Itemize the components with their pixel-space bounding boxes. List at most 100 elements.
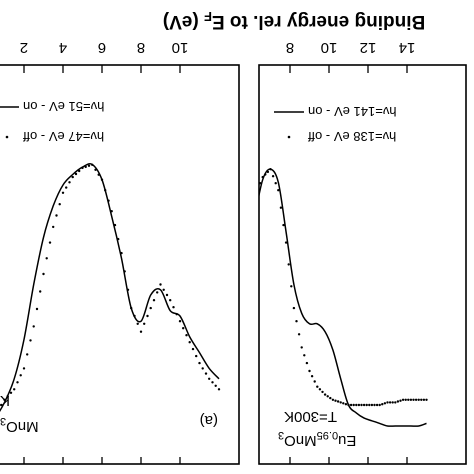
compound-label: MnO3 xyxy=(0,415,39,435)
series-point-off xyxy=(74,172,78,176)
series-point-off xyxy=(287,263,290,266)
x-axis-label: Binding energy rel. to EF (eV) xyxy=(163,9,425,32)
series-point-off xyxy=(169,299,172,302)
series-point-off xyxy=(71,175,74,179)
series-point-off xyxy=(143,322,146,325)
series-point-off xyxy=(357,403,361,407)
series-point-off xyxy=(370,403,374,407)
panel-eu-legend: hν=141 eV - on hν=138 eV - off xyxy=(274,104,397,144)
series-point-off xyxy=(362,403,366,407)
series-point-off xyxy=(19,374,22,377)
series-point-off xyxy=(0,403,3,407)
series-point-off xyxy=(383,402,387,405)
series-point-off xyxy=(409,398,413,401)
series-point-off xyxy=(352,403,355,407)
series-point-off xyxy=(399,399,402,402)
panel-a-frame xyxy=(0,64,240,465)
series-point-off xyxy=(404,398,407,401)
series-point-off xyxy=(191,347,195,351)
series-point-off xyxy=(323,393,327,396)
series-point-off xyxy=(271,175,275,178)
series-point-off xyxy=(297,333,301,336)
x-tick-label: 8 xyxy=(137,39,145,56)
panel-eu-right: 14 12 10 8 hν=141 eV - on hν=138 eV - off T… xyxy=(219,39,467,465)
series-point-off xyxy=(316,385,319,388)
series-point-off xyxy=(277,189,280,192)
panel-eu-plot-area xyxy=(219,168,428,427)
series-point-off xyxy=(329,396,332,400)
series-point-off xyxy=(412,398,415,401)
series-point-off xyxy=(407,398,410,401)
series-point-off xyxy=(246,226,248,228)
legend-dot-swatch xyxy=(5,135,9,139)
series-point-off xyxy=(172,306,175,309)
series-point-off xyxy=(422,398,426,401)
panel-a-x-ticks: 1086420 xyxy=(20,39,188,464)
series-point-off xyxy=(146,314,149,318)
series-point-off xyxy=(97,173,100,176)
series-point-off xyxy=(388,401,392,404)
series-point-off xyxy=(310,375,314,378)
series-point-off xyxy=(368,403,371,407)
series-point-off xyxy=(279,206,283,209)
series-point-off xyxy=(420,398,423,401)
series-point-off xyxy=(65,186,68,189)
series-point-off xyxy=(6,395,9,398)
series-point-off xyxy=(162,288,165,291)
series-point-off xyxy=(48,241,52,244)
series-point-off xyxy=(334,399,337,402)
series-point-off xyxy=(26,353,29,356)
series-point-off xyxy=(360,403,363,407)
series-point-off xyxy=(219,276,221,278)
series-point-off xyxy=(13,388,16,391)
series-point-off xyxy=(308,369,311,373)
series-point-off xyxy=(230,278,232,280)
series-point-off xyxy=(94,168,97,171)
series-point-off xyxy=(394,401,397,404)
series-point-off xyxy=(342,402,345,405)
series-point-off xyxy=(78,169,81,173)
series-point-off xyxy=(149,306,152,310)
series-point-off xyxy=(110,210,113,213)
series-point-off xyxy=(35,307,39,311)
series-point-off xyxy=(251,205,253,207)
series-point-off xyxy=(249,215,251,217)
series-point-off xyxy=(228,280,230,282)
series-point-off xyxy=(32,325,35,328)
series-point-off xyxy=(208,377,211,380)
x-tick-label: 8 xyxy=(286,39,294,56)
series-point-off xyxy=(355,403,358,407)
series-point-off xyxy=(417,398,420,401)
temperature-label: K xyxy=(0,392,10,409)
legend-label-off: hν=47 eV - off xyxy=(23,129,104,144)
series-point-off xyxy=(68,181,71,184)
series-point-off xyxy=(326,395,329,398)
series-point-off xyxy=(175,313,178,316)
panel-eu-x-ticks: 14 12 10 8 xyxy=(286,39,415,464)
series-point-off xyxy=(39,290,42,293)
series-point-off xyxy=(165,293,169,297)
series-point-off xyxy=(261,175,264,179)
series-point-off xyxy=(305,361,309,365)
series-point-off xyxy=(365,403,368,407)
panel-label-a: (a) xyxy=(200,412,218,429)
series-line-on xyxy=(0,163,220,413)
series-point-off xyxy=(120,251,123,255)
legend-label-off: hν=138 eV - off xyxy=(308,129,397,144)
series-group xyxy=(0,163,221,413)
series-point-off xyxy=(318,388,322,391)
series-point-off xyxy=(113,223,117,227)
x-tick-label: 10 xyxy=(321,39,338,56)
series-point-off xyxy=(373,403,376,407)
series-point-off xyxy=(211,381,214,384)
series-point-off xyxy=(178,320,182,323)
series-point-off xyxy=(182,327,185,330)
series-point-off xyxy=(58,203,61,206)
temperature-label: T=300K xyxy=(284,408,337,425)
panel-eu-frame xyxy=(258,64,467,465)
series-point-off xyxy=(29,339,32,342)
series-point-off xyxy=(290,285,293,288)
series-point-off xyxy=(22,367,26,370)
series-point-off xyxy=(292,306,296,310)
